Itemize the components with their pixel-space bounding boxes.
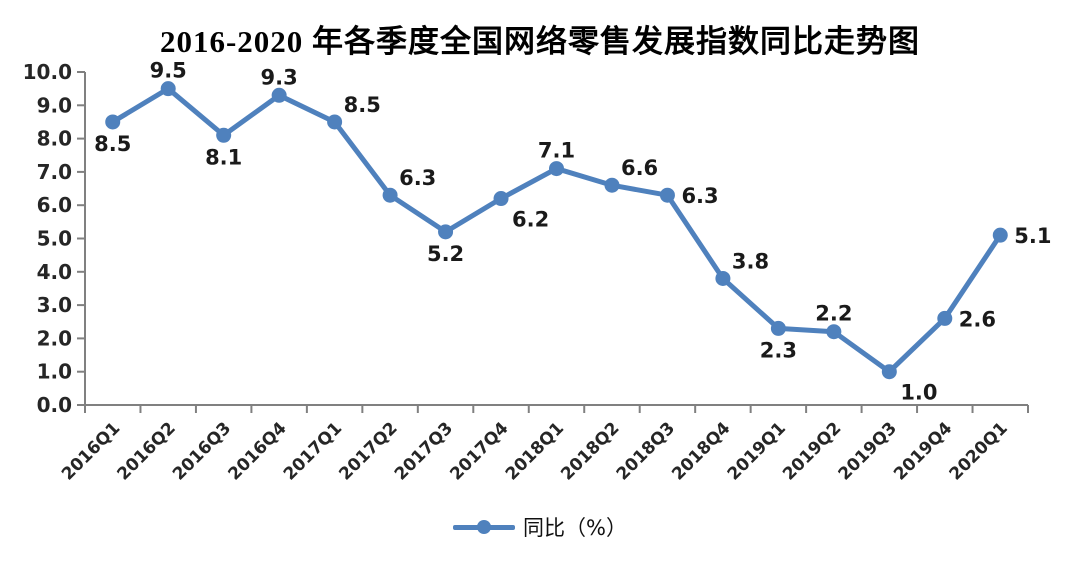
data-point-label: 6.6: [621, 156, 658, 180]
data-point-label: 8.1: [205, 145, 242, 169]
x-axis-tick-label: 2018Q1: [502, 418, 568, 484]
chart-title: 2016-2020 年各季度全国网络零售发展指数同比走势图: [159, 24, 921, 59]
x-axis-tick-label: 2017Q3: [391, 418, 457, 484]
data-point-marker: [105, 114, 121, 130]
data-point-marker: [438, 224, 454, 240]
data-point-label: 9.3: [261, 65, 298, 89]
legend-series-label: 同比（%）: [523, 516, 627, 540]
data-point-marker: [160, 81, 176, 97]
x-axis-tick-label: 2018Q2: [557, 418, 623, 484]
x-axis-tick-label: 2018Q4: [668, 418, 734, 484]
series-line: [110, 86, 1003, 375]
x-axis-tick-label: 2018Q3: [613, 418, 679, 484]
y-axis-tick-label: 2.0: [37, 326, 72, 350]
data-point-label: 5.2: [427, 242, 464, 266]
data-point-marker: [271, 87, 287, 103]
x-axis-tick-label: 2016Q2: [114, 418, 180, 484]
data-point-label: 5.1: [1014, 224, 1051, 248]
x-axis-tick-label: 2019Q2: [779, 418, 845, 484]
y-axis-tick-label: 3.0: [37, 293, 72, 317]
data-point-label: 1.0: [900, 381, 937, 405]
y-axis-tick-label: 6.0: [37, 193, 72, 217]
x-axis-tick-label: 2019Q1: [724, 418, 790, 484]
data-point-label: 6.2: [512, 208, 549, 232]
data-point-label: 8.5: [94, 132, 131, 156]
data-point-marker: [327, 114, 343, 130]
data-point-marker: [826, 324, 842, 340]
x-axis-tick-label: 2020Q1: [946, 418, 1012, 484]
data-point-marker: [382, 187, 398, 203]
data-point-label: 2.3: [760, 338, 797, 362]
data-point-marker: [493, 191, 509, 207]
x-axis-tick-label: 2017Q2: [335, 418, 401, 484]
y-axis-tick-label: 9.0: [37, 93, 72, 117]
y-axis-tick-label: 1.0: [37, 360, 72, 384]
data-point-marker: [604, 177, 620, 193]
y-axis-tick-label: 5.0: [37, 227, 72, 251]
data-point-marker: [549, 161, 564, 177]
data-point-marker: [216, 127, 232, 143]
y-axis-tick-label: 8.0: [37, 127, 72, 151]
data-point-label: 6.3: [681, 184, 718, 208]
data-point-label: 6.3: [399, 166, 436, 190]
data-point-label: 2.6: [959, 307, 996, 331]
data-point-marker: [881, 364, 897, 380]
data-point-marker: [659, 187, 675, 203]
x-axis-tick-label: 2016Q1: [58, 418, 124, 484]
data-point-label: 3.8: [732, 249, 769, 273]
data-point-label: 9.5: [150, 59, 187, 83]
y-axis-tick-label: 7.0: [37, 160, 72, 184]
y-axis-tick-label: 10.0: [23, 60, 72, 84]
y-axis-tick-label: 0.0: [37, 393, 72, 417]
x-axis-tick-label: 2016Q4: [224, 418, 290, 484]
data-point-marker: [992, 227, 1008, 243]
chart-legend: 同比（%）: [0, 504, 1080, 550]
y-axis-tick-label: 4.0: [37, 260, 72, 284]
x-axis-tick-label: 2017Q4: [446, 418, 512, 484]
data-point-marker: [715, 270, 731, 286]
data-point-marker: [937, 310, 953, 326]
data-point-marker: [770, 320, 786, 336]
x-axis-tick-label: 2019Q3: [835, 418, 901, 484]
line-chart-plot: 0.0 1.0 2.0 3.0 4.0 5.0 6.0 7.0 8.0 9.0 10.0 2016Q1…: [23, 59, 1052, 485]
x-axis-tick-label: 2016Q3: [169, 418, 235, 484]
legend-dot-icon: [477, 520, 492, 534]
data-point-label: 2.2: [815, 302, 852, 326]
legend-line-marker-icon: [453, 520, 516, 534]
x-axis-tick-label: 2017Q1: [280, 418, 346, 484]
data-point-label: 7.1: [538, 139, 575, 163]
data-point-label: 8.5: [344, 93, 381, 117]
x-axis-tick-label: 2019Q4: [890, 418, 956, 484]
